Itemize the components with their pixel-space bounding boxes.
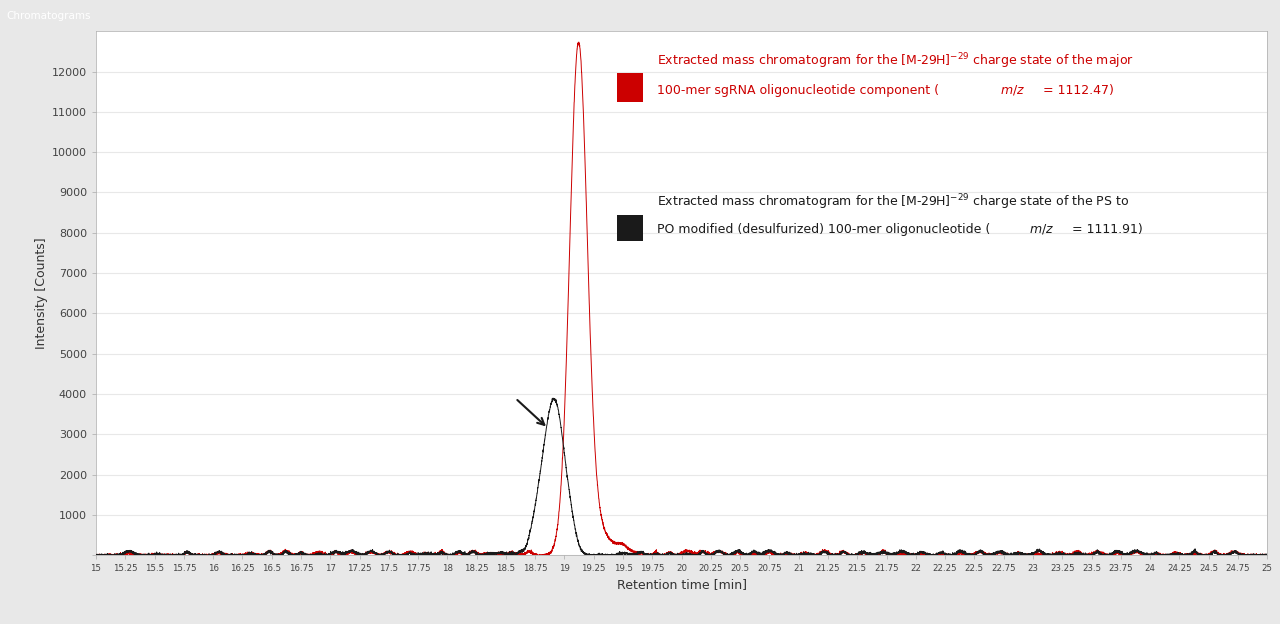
Text: Extracted mass chromatogram for the [M-29H]$^{-29}$ charge state of the PS to: Extracted mass chromatogram for the [M-2… [657,193,1129,212]
Text: PO modified (desulfurized) 100-mer oligonucleotide (: PO modified (desulfurized) 100-mer oligo… [657,223,991,236]
Text: Extracted mass chromatogram for the [M-29H]$^{-29}$ charge state of the major: Extracted mass chromatogram for the [M-2… [657,51,1134,71]
Text: Chromatograms: Chromatograms [6,11,91,21]
Text: $\it{m/z}$: $\it{m/z}$ [1029,222,1055,236]
Bar [617,215,643,241]
Text: = 1111.91): = 1111.91) [1068,223,1143,236]
Bar [617,73,643,102]
Text: = 1112.47): = 1112.47) [1039,84,1114,97]
X-axis label: Retention time [min]: Retention time [min] [617,578,746,590]
Y-axis label: Intensity [Counts]: Intensity [Counts] [35,238,47,349]
Text: 100-mer sgRNA oligonucleotide component (: 100-mer sgRNA oligonucleotide component … [657,84,940,97]
Text: $\it{m/z}$: $\it{m/z}$ [1000,83,1025,97]
